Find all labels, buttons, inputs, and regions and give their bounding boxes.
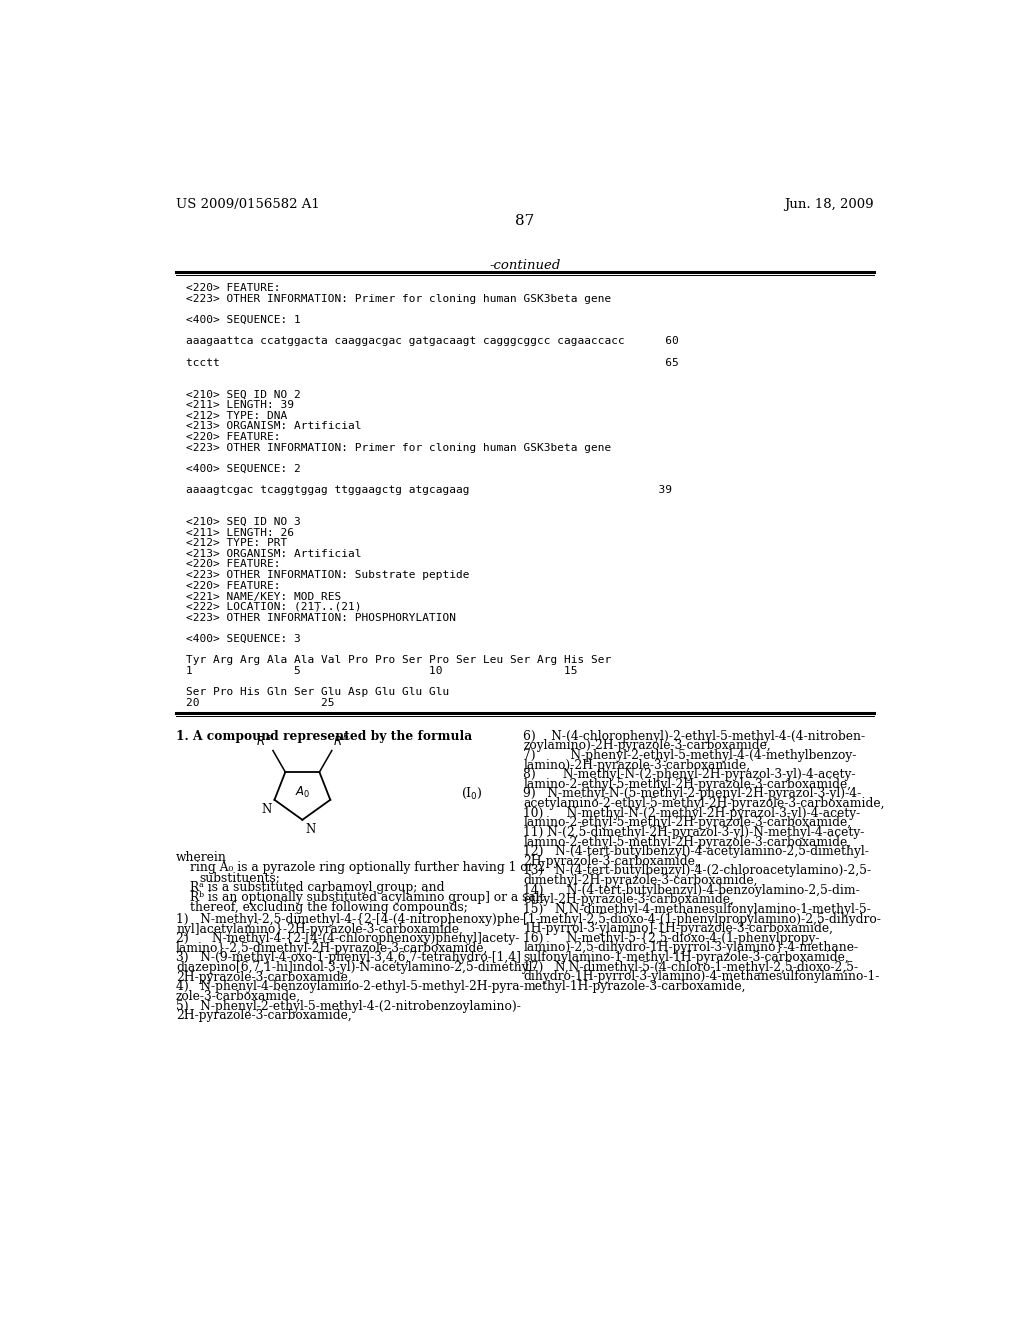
Text: 15)   N,N-dimethyl-4-methanesulfonylamino-1-methyl-5-: 15) N,N-dimethyl-4-methanesulfonylamino-… (523, 903, 871, 916)
Text: 4)   N-phenyl-4-benzoylamino-2-ethyl-5-methyl-2H-pyra-: 4) N-phenyl-4-benzoylamino-2-ethyl-5-met… (176, 981, 524, 994)
Text: thereof, excluding the following compounds;: thereof, excluding the following compoun… (190, 902, 468, 915)
Text: <223> OTHER INFORMATION: PHOSPHORYLATION: <223> OTHER INFORMATION: PHOSPHORYLATION (186, 612, 456, 623)
Text: substituents;: substituents; (200, 871, 281, 884)
Text: lamino-2-ethyl-5-methyl-2H-pyrazole-3-carboxamide,: lamino-2-ethyl-5-methyl-2H-pyrazole-3-ca… (523, 816, 851, 829)
Text: [1-methyl-2,5-dioxo-4-(1-phenylpropylamino)-2,5-dihydro-: [1-methyl-2,5-dioxo-4-(1-phenylpropylami… (523, 912, 881, 925)
Text: 11) N-(2,5-dimethyl-2H-pyrazol-3-yl)-N-methyl-4-acety-: 11) N-(2,5-dimethyl-2H-pyrazol-3-yl)-N-m… (523, 826, 864, 840)
Text: -continued: -continued (489, 259, 560, 272)
Text: lamino-2-ethyl-5-methyl-2H-pyrazole-3-carboxamide,: lamino-2-ethyl-5-methyl-2H-pyrazole-3-ca… (523, 777, 851, 791)
Text: 1. A compound represented by the formula: 1. A compound represented by the formula (176, 730, 472, 743)
Text: <222> LOCATION: (21)..(21): <222> LOCATION: (21)..(21) (186, 602, 361, 612)
Text: 2)      N-methyl-4-{2-[4-(4-chlorophenoxy)phenyl]acety-: 2) N-methyl-4-{2-[4-(4-chlorophenoxy)phe… (176, 932, 519, 945)
Text: acetylamino-2-ethyl-5-methyl-2H-pyrazole-3-carboxamide,: acetylamino-2-ethyl-5-methyl-2H-pyrazole… (523, 797, 885, 810)
Text: aaagaattca ccatggacta caaggacgac gatgacaagt cagggcggcc cagaaccacc      60: aaagaattca ccatggacta caaggacgac gatgaca… (186, 337, 679, 346)
Text: 14)      N-(4-tert-butylbenzyl)-4-benzoylamino-2,5-dim-: 14) N-(4-tert-butylbenzyl)-4-benzoylamin… (523, 884, 860, 896)
Text: <220> FEATURE:: <220> FEATURE: (186, 432, 281, 442)
Text: aaaagtcgac tcaggtggag ttggaagctg atgcagaag                            39: aaaagtcgac tcaggtggag ttggaagctg atgcaga… (186, 484, 672, 495)
Text: $R^b$: $R^b$ (334, 733, 349, 748)
Text: <212> TYPE: DNA: <212> TYPE: DNA (186, 411, 288, 421)
Text: US 2009/0156582 A1: US 2009/0156582 A1 (176, 198, 319, 211)
Text: sulfonylamino-1-methyl-1H-pyrazole-3-carboxamide,: sulfonylamino-1-methyl-1H-pyrazole-3-car… (523, 952, 849, 964)
Text: <220> FEATURE:: <220> FEATURE: (186, 560, 281, 569)
Text: 16)      N-methyl-5-{2,5-dioxo-4-(1-phenylpropy-: 16) N-methyl-5-{2,5-dioxo-4-(1-phenylpro… (523, 932, 820, 945)
Text: zole-3-carboxamide,: zole-3-carboxamide, (176, 990, 301, 1003)
Text: <210> SEQ ID NO 2: <210> SEQ ID NO 2 (186, 389, 301, 400)
Text: dimethyl-2H-pyrazole-3-carboxamide,: dimethyl-2H-pyrazole-3-carboxamide, (523, 874, 758, 887)
Text: 3)   N-(9-methyl-4-oxo-1-phenyl-3,4,6,7-tetrahydro-[1,4]: 3) N-(9-methyl-4-oxo-1-phenyl-3,4,6,7-te… (176, 952, 521, 965)
Text: 1)   N-methyl-2,5-dimethyl-4-{2-[4-(4-nitrophenoxy)phe-: 1) N-methyl-2,5-dimethyl-4-{2-[4-(4-nitr… (176, 913, 524, 927)
Text: <220> FEATURE:: <220> FEATURE: (186, 284, 281, 293)
Text: 2H-pyrazole-3-carboxamide,: 2H-pyrazole-3-carboxamide, (523, 855, 699, 867)
Text: 9)   N-methyl-N-(5-methyl-2-phenyl-2H-pyrazol-3-yl)-4-: 9) N-methyl-N-(5-methyl-2-phenyl-2H-pyra… (523, 788, 861, 800)
Text: 5)   N-phenyl-2-ethyl-5-methyl-4-(2-nitrobenzoylamino)-: 5) N-phenyl-2-ethyl-5-methyl-4-(2-nitrob… (176, 999, 521, 1012)
Text: lamino)-2H-pyrazole-3-carboxamide,: lamino)-2H-pyrazole-3-carboxamide, (523, 759, 751, 772)
Text: 2H-pyrazole-3-carboxamide,: 2H-pyrazole-3-carboxamide, (176, 970, 352, 983)
Text: 6)    N-(4-chlorophenyl)-2-ethyl-5-methyl-4-(4-nitroben-: 6) N-(4-chlorophenyl)-2-ethyl-5-methyl-4… (523, 730, 865, 743)
Text: $R^a$: $R^a$ (256, 735, 271, 748)
Text: 1               5                   10                  15: 1 5 10 15 (186, 665, 578, 676)
Text: <210> SEQ ID NO 3: <210> SEQ ID NO 3 (186, 517, 301, 527)
Text: <400> SEQUENCE: 3: <400> SEQUENCE: 3 (186, 634, 301, 644)
Text: lamino-2-ethyl-5-methyl-2H-pyrazole-3-carboxamide,: lamino-2-ethyl-5-methyl-2H-pyrazole-3-ca… (523, 836, 851, 849)
Text: Rᵇ is an optionally substituted acylamino group] or a salt: Rᵇ is an optionally substituted acylamin… (190, 891, 545, 904)
Text: <400> SEQUENCE: 2: <400> SEQUENCE: 2 (186, 463, 301, 474)
Text: <213> ORGANISM: Artificial: <213> ORGANISM: Artificial (186, 421, 361, 432)
Text: wherein: wherein (176, 851, 227, 865)
Text: <212> TYPE: PRT: <212> TYPE: PRT (186, 539, 288, 548)
Text: 2H-pyrazole-3-carboxamide,: 2H-pyrazole-3-carboxamide, (176, 1010, 352, 1022)
Text: 12)   N-(4-tert-butylbenzyl)-4-acetylamino-2,5-dimethyl-: 12) N-(4-tert-butylbenzyl)-4-acetylamino… (523, 845, 869, 858)
Text: <211> LENGTH: 39: <211> LENGTH: 39 (186, 400, 294, 411)
Text: <223> OTHER INFORMATION: Primer for cloning human GSK3beta gene: <223> OTHER INFORMATION: Primer for clon… (186, 442, 611, 453)
Text: nyl]acetylamino}-2H-pyrazole-3-carboxamide,: nyl]acetylamino}-2H-pyrazole-3-carboxami… (176, 923, 463, 936)
Text: 17)   N,N-dimethyl-5-(4-chloro-1-methyl-2,5-dioxo-2,5-: 17) N,N-dimethyl-5-(4-chloro-1-methyl-2,… (523, 961, 858, 974)
Text: N: N (261, 803, 271, 816)
Text: 7)         N-phenyl-2-ethyl-5-methyl-4-(4-methylbenzoy-: 7) N-phenyl-2-ethyl-5-methyl-4-(4-methyl… (523, 748, 857, 762)
Text: 13)   N-(4-tert-butylbenzyl)-4-(2-chloroacetylamino)-2,5-: 13) N-(4-tert-butylbenzyl)-4-(2-chloroac… (523, 865, 871, 878)
Text: <223> OTHER INFORMATION: Substrate peptide: <223> OTHER INFORMATION: Substrate pepti… (186, 570, 470, 579)
Text: Rᵃ is a substituted carbamoyl group; and: Rᵃ is a substituted carbamoyl group; and (190, 882, 444, 895)
Text: dihydro-1H-pyrrol-3-ylamino)-4-methanesulfonylamino-1-: dihydro-1H-pyrrol-3-ylamino)-4-methanesu… (523, 970, 880, 983)
Text: <221> NAME/KEY: MOD_RES: <221> NAME/KEY: MOD_RES (186, 591, 341, 602)
Text: ethyl-2H-pyrazole-3-carboxamide,: ethyl-2H-pyrazole-3-carboxamide, (523, 894, 734, 907)
Text: <223> OTHER INFORMATION: Primer for cloning human GSK3beta gene: <223> OTHER INFORMATION: Primer for clon… (186, 294, 611, 304)
Text: zoylamino)-2H-pyrazole-3-carboxamide,: zoylamino)-2H-pyrazole-3-carboxamide, (523, 739, 771, 752)
Text: 8)       N-methyl-N-(2-phenyl-2H-pyrazol-3-yl)-4-acety-: 8) N-methyl-N-(2-phenyl-2H-pyrazol-3-yl)… (523, 768, 856, 781)
Text: Jun. 18, 2009: Jun. 18, 2009 (784, 198, 873, 211)
Text: lamino)-2,5-dihydro-1H-pyrrol-3-ylamino}-4-methane-: lamino)-2,5-dihydro-1H-pyrrol-3-ylamino}… (523, 941, 858, 954)
Text: 1H-pyrrol-3-ylamino]-1H-pyrazole-3-carboxamide,: 1H-pyrrol-3-ylamino]-1H-pyrazole-3-carbo… (523, 923, 834, 936)
Text: <213> ORGANISM: Artificial: <213> ORGANISM: Artificial (186, 549, 361, 558)
Text: lamino}-2,5-dimethyl-2H-pyrazole-3-carboxamide,: lamino}-2,5-dimethyl-2H-pyrazole-3-carbo… (176, 942, 488, 954)
Text: Ser Pro His Gln Ser Glu Asp Glu Glu Glu: Ser Pro His Gln Ser Glu Asp Glu Glu Glu (186, 686, 450, 697)
Text: Tyr Arg Arg Ala Ala Val Pro Pro Ser Pro Ser Leu Ser Arg His Ser: Tyr Arg Arg Ala Ala Val Pro Pro Ser Pro … (186, 655, 611, 665)
Text: methyl-1H-pyrazole-3-carboxamide,: methyl-1H-pyrazole-3-carboxamide, (523, 979, 745, 993)
Text: diazepino[6,7,1-hi]indol-3-yl)-N-acetylamino-2,5-dimethyl-: diazepino[6,7,1-hi]indol-3-yl)-N-acetyla… (176, 961, 537, 974)
Text: <211> LENGTH: 26: <211> LENGTH: 26 (186, 528, 294, 537)
Text: N: N (305, 822, 315, 836)
Text: 10)      N-methyl-N-(2-methyl-2H-pyrazol-3-yl)-4-acety-: 10) N-methyl-N-(2-methyl-2H-pyrazol-3-yl… (523, 807, 860, 820)
Text: $A_0$: $A_0$ (295, 784, 310, 800)
Text: (I$_0$): (I$_0$) (461, 785, 483, 801)
Text: ring A₀ is a pyrazole ring optionally further having 1 or 2: ring A₀ is a pyrazole ring optionally fu… (190, 862, 545, 874)
Text: <220> FEATURE:: <220> FEATURE: (186, 581, 281, 590)
Text: <400> SEQUENCE: 1: <400> SEQUENCE: 1 (186, 315, 301, 325)
Text: tcctt                                                                  65: tcctt 65 (186, 358, 679, 367)
Text: 20                  25: 20 25 (186, 697, 335, 708)
Text: 87: 87 (515, 214, 535, 228)
